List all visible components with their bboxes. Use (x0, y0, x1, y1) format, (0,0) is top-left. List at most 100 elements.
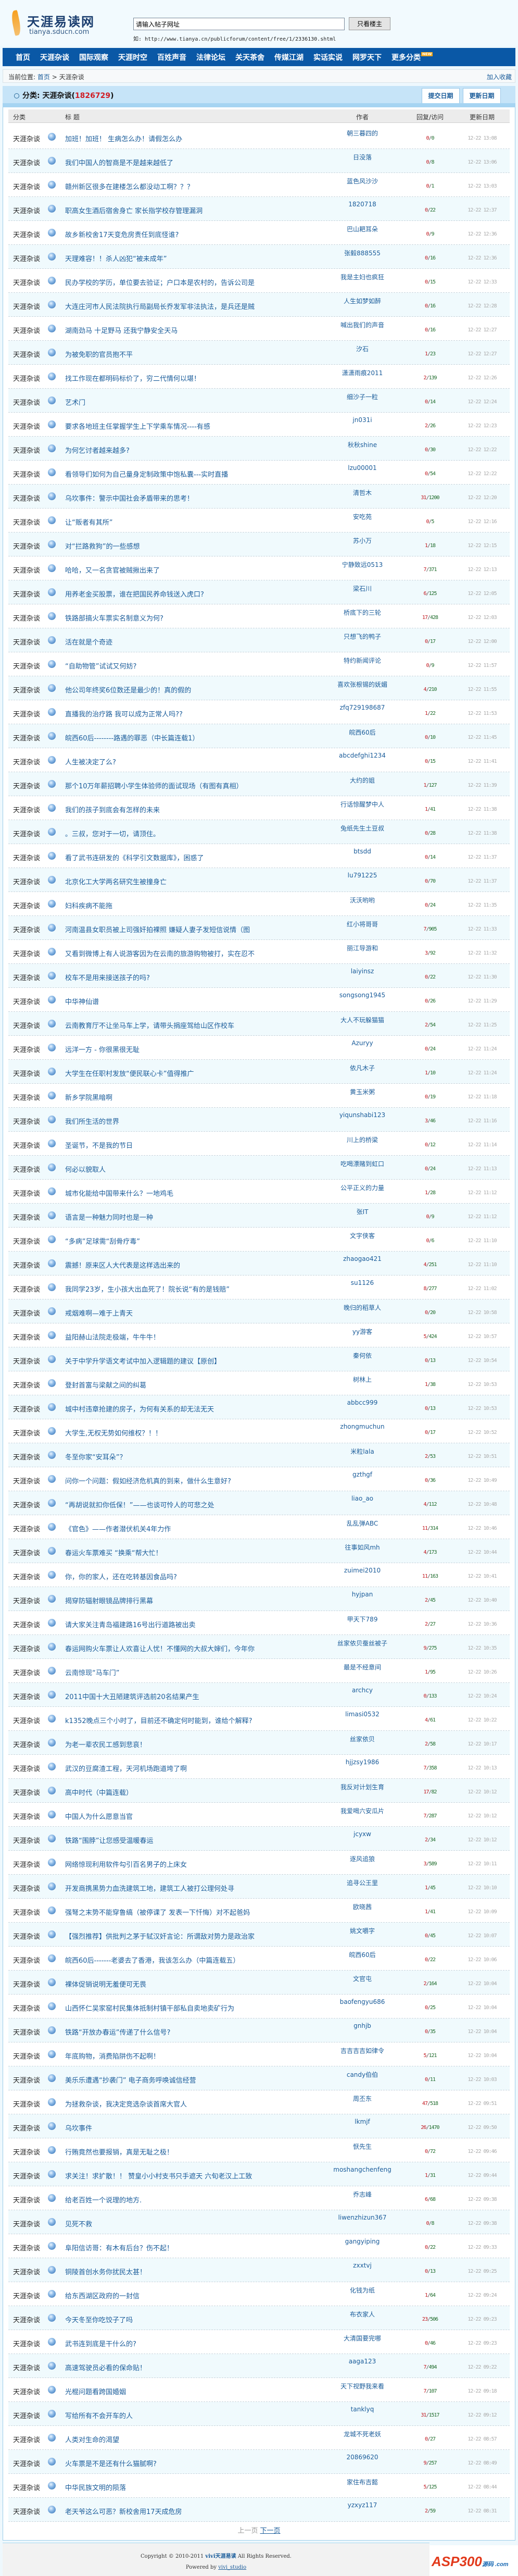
globe-icon[interactable] (48, 1427, 56, 1435)
prev-page[interactable]: 上一页 (237, 2527, 258, 2535)
row-category[interactable]: 天涯杂谈 (13, 807, 41, 814)
row-category[interactable]: 天涯杂谈 (13, 351, 41, 359)
topic-title-link[interactable]: 找工作现在都明码标价了，穷二代情何以堪！ (65, 375, 201, 383)
author-link[interactable]: 秦何依 (352, 1352, 372, 1359)
row-category[interactable]: 天涯杂谈 (13, 950, 41, 958)
row-category[interactable]: 天涯杂谈 (13, 2221, 41, 2228)
topic-title-link[interactable]: 我们中国人的智商是不是越来越低了 (65, 159, 174, 167)
globe-icon[interactable] (48, 2458, 56, 2466)
topic-title-link[interactable]: 城中村违章抢建的房子，为何有关系的却无法无天 (65, 1406, 214, 1414)
row-category[interactable]: 天涯杂谈 (13, 1550, 41, 1557)
author-link[interactable]: liao_ao (351, 1495, 374, 1502)
author-link[interactable]: 家住布吉懿 (346, 2479, 378, 2486)
row-category[interactable]: 天涯杂谈 (13, 1813, 41, 1821)
author-link[interactable]: moshangchenfeng (333, 2166, 391, 2173)
topic-title-link[interactable]: 北京化工大学两名研究生被撞身亡 (65, 878, 167, 886)
globe-icon[interactable] (48, 1187, 56, 1195)
globe-icon[interactable] (48, 349, 56, 356)
row-category[interactable]: 天涯杂谈 (13, 1669, 41, 1677)
globe-icon[interactable] (48, 1715, 56, 1723)
topic-title-link[interactable]: 新乡学院黑暗啊 (65, 1094, 113, 1102)
topic-title-link[interactable]: 乌坎事件：警示中国社会矛盾带来的思考！ (65, 495, 194, 503)
globe-icon[interactable] (48, 996, 56, 1004)
row-category[interactable]: 天涯杂谈 (13, 1190, 41, 1198)
author-link[interactable]: 周丕东 (352, 2095, 372, 2102)
globe-icon[interactable] (48, 684, 56, 692)
globe-icon[interactable] (48, 1020, 56, 1027)
topic-title-link[interactable]: 艺术门 (65, 399, 86, 407)
author-link[interactable]: 大人不玩躲猫猫 (340, 1017, 384, 1024)
topic-title-link[interactable]: k1352晚点三个小时了，目前还不确定何时能到，谁给个解释? (65, 1717, 252, 1725)
row-category[interactable]: 天涯杂谈 (13, 1574, 41, 1581)
globe-icon[interactable] (48, 1116, 56, 1123)
author-link[interactable]: 宁静致远0513 (342, 561, 383, 568)
globe-icon[interactable] (48, 2098, 56, 2106)
topic-title-link[interactable]: 见死不救 (65, 2221, 93, 2228)
author-link[interactable]: 恹先生 (352, 2143, 372, 2150)
nav-item[interactable]: 百姓声音 (157, 53, 186, 62)
topic-title-link[interactable]: 高速驾驶员必看的保命贴！ (65, 2364, 147, 2372)
globe-icon[interactable] (48, 1140, 56, 1147)
topic-title-link[interactable]: 加班！加班！ 生病怎么办！请假怎么办 (65, 135, 183, 143)
nav-item[interactable]: 网罗天下 (352, 53, 382, 62)
row-category[interactable]: 天涯杂谈 (13, 1765, 41, 1773)
author-link[interactable]: yiqunshabi123 (339, 1111, 386, 1119)
row-category[interactable]: 天涯杂谈 (13, 687, 41, 695)
author-link[interactable]: 兔纸先生土豆叔 (340, 825, 384, 832)
row-category[interactable]: 天涯杂谈 (13, 1981, 41, 1989)
globe-icon[interactable] (48, 1068, 56, 1075)
topic-title-link[interactable]: 何必以貌取人 (65, 1166, 106, 1174)
row-category[interactable]: 天涯杂谈 (13, 1022, 41, 1030)
topic-title-link[interactable]: 铁路部搞火车票实名制意义为何? (65, 615, 163, 623)
row-category[interactable]: 天涯杂谈 (13, 1070, 41, 1078)
author-link[interactable]: aaga123 (348, 2358, 376, 2365)
topic-title-link[interactable]: 中华神仙谱 (65, 998, 99, 1006)
author-link[interactable]: 晚归的稻草人 (343, 1304, 381, 1311)
author-link[interactable]: Azuryy (351, 1039, 373, 1047)
globe-icon[interactable] (48, 2026, 56, 2034)
globe-icon[interactable] (48, 1163, 56, 1171)
globe-icon[interactable] (48, 373, 56, 380)
author-link[interactable]: su1126 (350, 1279, 374, 1286)
row-category[interactable]: 天涯杂谈 (13, 2029, 41, 2037)
topic-title-link[interactable]: 关于中学升学语文考试中加入逻辑题的建议【原创】 (65, 1358, 221, 1366)
row-category[interactable]: 天涯杂谈 (13, 615, 41, 623)
row-category[interactable]: 天涯杂谈 (13, 2484, 41, 2492)
globe-icon[interactable] (48, 828, 56, 836)
topic-title-link[interactable]: 武汉的豆腐渣工程，天河机场跑道垮了啊 (65, 1765, 187, 1773)
topic-title-link[interactable]: 网络惊现利用软件勾引百名男子的上床女 (65, 1861, 187, 1869)
globe-icon[interactable] (48, 540, 56, 548)
add-favorite-link[interactable]: 加入收藏 (486, 73, 512, 81)
topic-title-link[interactable]: 校车不是用来接送孩子的吗? (65, 974, 150, 982)
topic-title-link[interactable]: 《官色》——作者潜伏机关4年力作 (65, 1526, 171, 1533)
globe-icon[interactable] (48, 2338, 56, 2346)
topic-title-link[interactable]: 为拯救杂谈，我决定竞选杂谈首席大官人 (65, 2101, 187, 2109)
author-link[interactable]: gangyiping (345, 2238, 380, 2245)
globe-icon[interactable] (48, 301, 56, 308)
author-link[interactable]: 最是不经意间 (343, 1664, 381, 1671)
globe-icon[interactable] (48, 277, 56, 284)
globe-icon[interactable] (48, 1523, 56, 1531)
author-link[interactable]: 我反对计划生育 (340, 1784, 384, 1791)
nav-item[interactable]: 首页 (16, 53, 30, 62)
globe-icon[interactable] (48, 1331, 56, 1339)
row-category[interactable]: 天涯杂谈 (13, 2053, 41, 2061)
row-category[interactable]: 天涯杂谈 (13, 1430, 41, 1438)
row-category[interactable]: 天涯杂谈 (13, 543, 41, 551)
author-link[interactable]: 米粒lala (350, 1448, 374, 1455)
row-category[interactable]: 天涯杂谈 (13, 735, 41, 742)
globe-icon[interactable] (48, 492, 56, 500)
globe-icon[interactable] (48, 2266, 56, 2274)
row-category[interactable]: 天涯杂谈 (13, 423, 41, 431)
author-link[interactable]: 巴山耙耳朵 (346, 226, 378, 233)
row-category[interactable]: 天涯杂谈 (13, 2125, 41, 2133)
topic-title-link[interactable]: 故乡新校舍17天变危房责任到底怪谁? (65, 231, 179, 239)
topic-title-link[interactable]: 乌坎事件 (65, 2125, 93, 2133)
globe-icon[interactable] (48, 1092, 56, 1099)
globe-icon[interactable] (48, 756, 56, 764)
topic-title-link[interactable]: 用养老金买股票，谁在把国民养命钱送入虎口? (65, 591, 204, 599)
topic-title-link[interactable]: 问你一个问题：假如经济危机真的到来，做什么生意好? (65, 1478, 231, 1485)
topic-title-link[interactable]: 让“贩者有其所” (65, 519, 113, 527)
nav-item[interactable]: 天涯杂谈 (40, 53, 69, 62)
topic-title-link[interactable]: 那个10万年薪招聘小学生体验师的面试现场（有图有真相） (65, 783, 243, 790)
